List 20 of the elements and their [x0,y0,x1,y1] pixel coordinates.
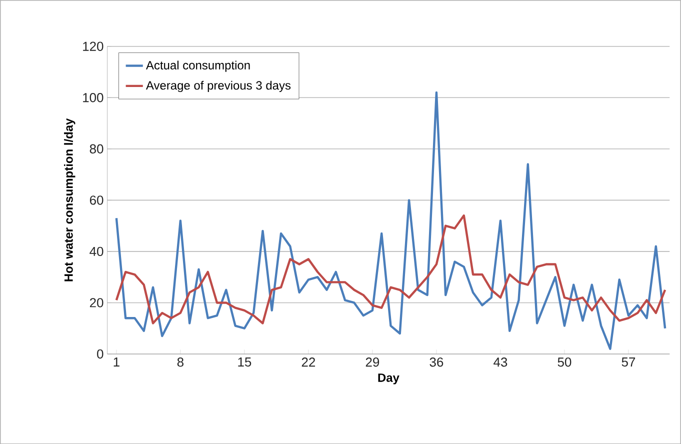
legend-label: Average of previous 3 days [146,80,291,92]
y-tick-label: 120 [83,42,104,51]
y-tick-label: 0 [97,349,104,358]
x-tick-label: 43 [494,357,508,367]
y-tick-label: 100 [83,92,104,102]
x-axis-title: Day [378,373,400,384]
x-tick-label: 57 [622,357,636,366]
x-tick-label: 15 [238,357,252,366]
legend-label: Actual consumption [146,60,250,72]
x-tick-label: 50 [558,357,572,367]
y-tick-label: 60 [90,195,104,205]
y-axis-title: Hot water consumption l/day [64,118,76,282]
y-tick-label: 20 [90,298,104,308]
y-tick-label: 80 [90,144,104,154]
x-tick-label: 1 [114,357,120,366]
y-tick-label: 40 [90,246,104,256]
x-tick-label: 36 [430,357,444,367]
x-tick-label: 22 [302,357,316,366]
x-tick-label: 8 [177,357,184,367]
x-tick-label: 29 [366,357,380,367]
